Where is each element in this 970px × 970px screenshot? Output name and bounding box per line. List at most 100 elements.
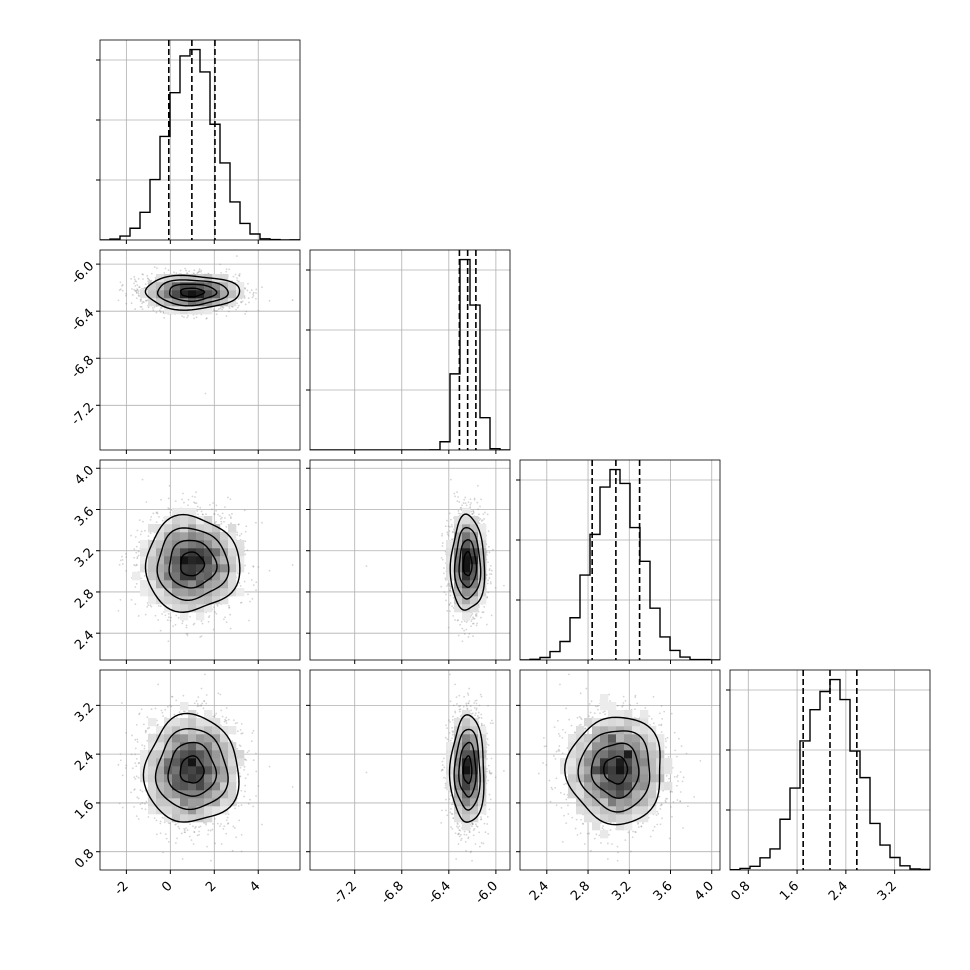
scatter-point — [125, 569, 128, 572]
scatter-point — [142, 278, 144, 280]
scatter-point — [236, 531, 238, 534]
scatter-point — [217, 692, 220, 695]
density-cell — [180, 274, 189, 283]
density-cell — [156, 556, 165, 565]
scatter-point — [609, 700, 611, 702]
density-cell — [470, 564, 479, 573]
density-cell — [616, 814, 625, 823]
density-cell — [164, 766, 173, 775]
scatter-point — [239, 728, 242, 731]
panel-frame — [99, 459, 301, 661]
scatter-point — [235, 836, 238, 839]
contour-0 — [180, 287, 206, 298]
scatter-point — [457, 512, 460, 515]
density-cell — [624, 798, 633, 807]
scatter-point — [480, 713, 483, 716]
scatter-point — [167, 269, 170, 272]
density-cell — [608, 782, 617, 791]
scatter-point — [449, 602, 452, 604]
density-cell — [470, 532, 479, 541]
density-cell — [228, 580, 237, 589]
density-cell — [600, 694, 609, 703]
density-cell — [204, 782, 213, 791]
density-cell — [454, 734, 463, 743]
scatter-point — [130, 753, 133, 756]
scatter-point — [223, 520, 225, 523]
scatter-point — [239, 601, 242, 604]
density-cell — [478, 806, 487, 815]
scatter-point — [144, 731, 147, 734]
scatter-point — [198, 833, 200, 836]
density-cell — [228, 548, 237, 557]
density-cell — [616, 734, 625, 743]
scatter-point — [138, 519, 141, 522]
scatter-point — [661, 817, 663, 820]
scatter-point — [240, 732, 243, 735]
density-cell — [188, 532, 197, 541]
panel-3-2: 2.4 2.8 3.2 3.6 4.0 — [516, 669, 721, 904]
density-cell — [148, 298, 157, 307]
scatter-point — [451, 827, 454, 830]
density-cell — [446, 540, 455, 549]
density-cell — [616, 822, 625, 831]
scatter-point — [595, 833, 598, 836]
scatter-point — [676, 774, 679, 777]
grid-lines — [520, 460, 720, 660]
scatter-point — [444, 577, 447, 580]
scatter-point — [561, 840, 564, 843]
scatter-point — [211, 828, 214, 831]
scatter-point — [448, 512, 451, 515]
scatter-point — [238, 819, 241, 822]
density-cell — [196, 572, 205, 581]
density-cell — [196, 274, 205, 283]
density-cell — [180, 540, 189, 549]
scatter-point — [622, 702, 625, 704]
scatter-point — [158, 309, 161, 312]
scatter-point — [243, 580, 246, 583]
scatter-point — [200, 704, 202, 707]
scatter-point — [660, 705, 663, 707]
scatter-point — [238, 772, 241, 775]
density-cell — [172, 798, 181, 807]
density-cell — [164, 596, 173, 605]
scatter-point — [133, 563, 135, 566]
density-cell — [608, 702, 617, 711]
scatter-point — [172, 625, 174, 628]
scatter-point — [465, 705, 468, 707]
scatter-point — [181, 620, 184, 623]
scatter-point — [648, 715, 651, 718]
density-cell — [478, 726, 487, 735]
density-cell — [140, 556, 149, 565]
scatter-point — [555, 777, 558, 780]
scatter-point — [139, 533, 142, 536]
scatter-point — [257, 309, 260, 312]
density-cell — [236, 290, 245, 299]
scatter-point — [205, 702, 208, 705]
scatter-point — [554, 758, 557, 760]
density-2-0 — [132, 508, 245, 621]
scatter-point — [195, 502, 198, 505]
scatter-point — [488, 568, 491, 570]
density-cell — [664, 766, 673, 775]
density-cell — [220, 556, 229, 565]
scatter-point — [244, 288, 247, 290]
density-cell — [140, 588, 149, 597]
density-cell — [156, 548, 165, 557]
density-cell — [478, 790, 487, 799]
contour-1 — [458, 539, 478, 588]
scatter-point — [682, 827, 684, 829]
scatter-point — [451, 605, 453, 608]
scatter-point — [447, 626, 450, 629]
scatter-point — [121, 774, 124, 777]
density-cell — [196, 298, 205, 307]
scatter-point — [196, 505, 199, 508]
density-cell — [164, 726, 173, 735]
x-tick-label: -6.8 — [379, 879, 408, 908]
density-cell — [204, 604, 213, 613]
scatter-point — [679, 800, 682, 803]
scatter-point — [118, 289, 121, 292]
scatter-point — [125, 731, 128, 734]
density-cell — [148, 572, 157, 581]
density-cell — [148, 750, 157, 759]
scatter-point — [237, 523, 240, 526]
